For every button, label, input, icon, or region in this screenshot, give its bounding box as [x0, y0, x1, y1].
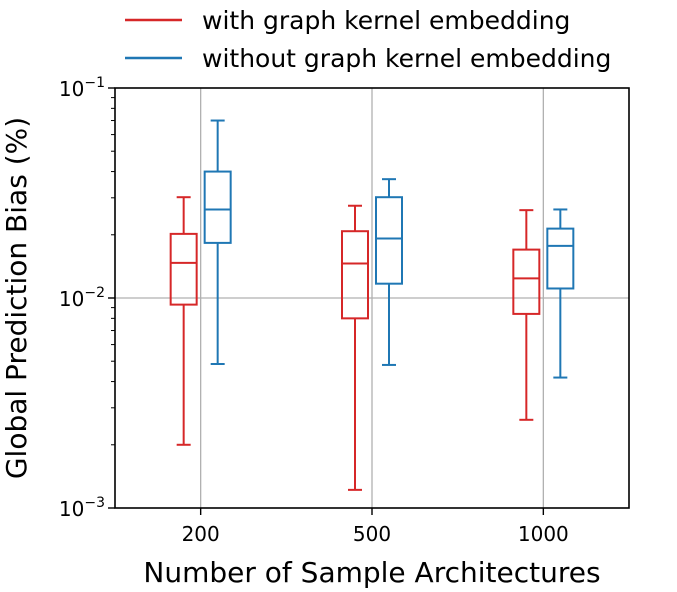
y-axis-title: Global Prediction Bias (%) [0, 117, 33, 479]
box-series [169, 119, 575, 491]
x-tick-label: 500 [353, 522, 391, 546]
box-without-1000 [546, 208, 575, 379]
y-tick-exponent: −2 [84, 285, 105, 301]
box-body [341, 230, 369, 320]
box-with-200 [169, 196, 198, 446]
box-body [169, 232, 198, 306]
y-tick-label: 10−1 [59, 75, 105, 101]
box-without-500 [375, 178, 403, 366]
y-tick-exponent: −3 [84, 495, 105, 511]
legend: with graph kernel embedding without graph… [125, 6, 611, 73]
box-with-500 [341, 204, 369, 491]
box-body [375, 196, 403, 285]
x-tick-label: 1000 [518, 522, 569, 546]
box-body [512, 248, 541, 315]
y-tick-base: 10 [59, 287, 84, 311]
y-tick-label: 10−3 [59, 495, 105, 521]
box-with-1000 [512, 209, 541, 421]
y-tick-base: 10 [59, 497, 84, 521]
legend-label: with graph kernel embedding [202, 6, 570, 35]
y-axis: 10−110−210−3 [59, 75, 115, 521]
box-body [203, 170, 232, 244]
legend-entry: without graph kernel embedding [125, 44, 611, 73]
y-tick-label: 10−2 [59, 285, 105, 311]
x-tick-label: 200 [182, 522, 220, 546]
x-axis: 200 500 1000 [182, 508, 569, 546]
box-body [546, 227, 575, 290]
legend-entry: with graph kernel embedding [125, 6, 570, 35]
y-tick-exponent: −1 [84, 75, 105, 91]
legend-label: without graph kernel embedding [202, 44, 611, 73]
x-axis-title: Number of Sample Architectures [143, 556, 600, 589]
grid-lines [115, 88, 629, 508]
box-without-200 [203, 119, 232, 365]
y-tick-base: 10 [59, 77, 84, 101]
